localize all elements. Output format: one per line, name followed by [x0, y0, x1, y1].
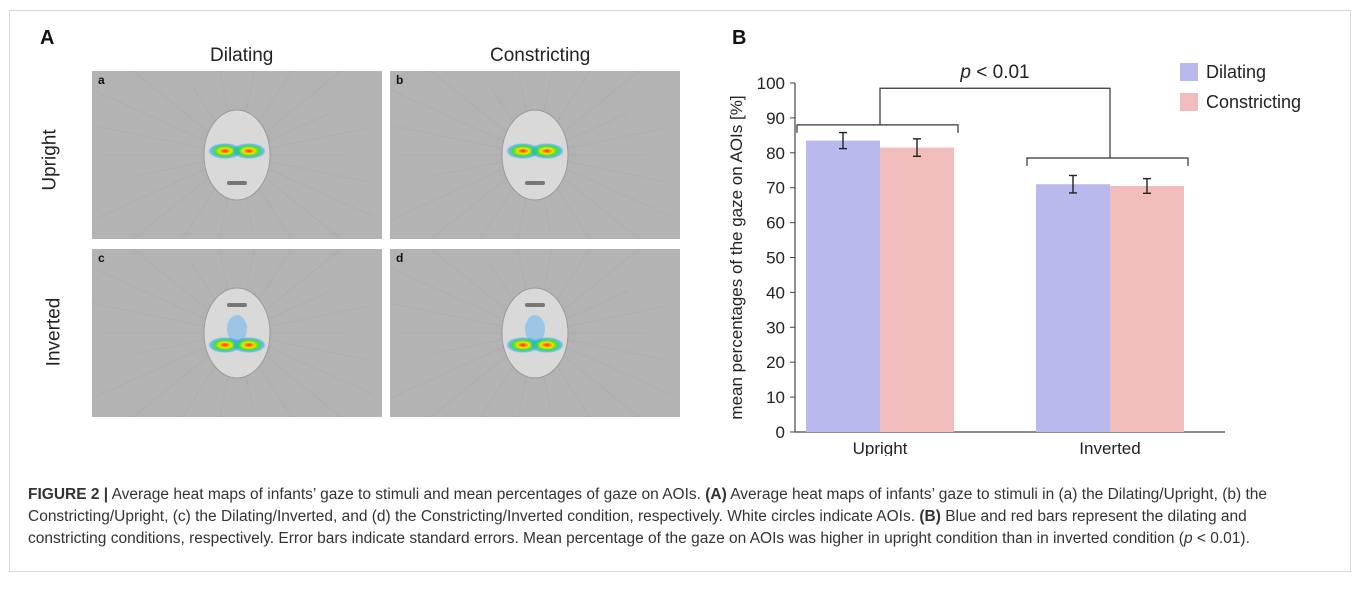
legend-label-constricting: Constricting	[1206, 92, 1301, 112]
heatmap-graphic	[390, 249, 670, 417]
heatmap-panel-d: d	[390, 249, 680, 417]
heat-blob-nose	[525, 315, 545, 343]
y-tick-label: 60	[766, 214, 785, 233]
figure: A Dilating Constricting Upright Inverted…	[9, 10, 1351, 572]
caption-a-label: (A)	[705, 486, 727, 503]
figure-caption: FIGURE 2 | Average heat maps of infants’…	[28, 484, 1328, 550]
p-symbol: p	[959, 62, 971, 83]
bar-dilating-inverted	[1036, 184, 1110, 432]
panel-sub-letter-a: a	[98, 73, 105, 87]
heatmap-panel-c: c	[92, 249, 382, 417]
heat-blob-right	[530, 143, 564, 159]
y-tick-label: 80	[766, 144, 785, 163]
row-label-inverted: Inverted	[43, 297, 65, 367]
heat-blob-left	[208, 143, 242, 159]
mouth	[227, 181, 247, 185]
y-tick-label: 70	[766, 179, 785, 198]
bar-chart: 0 10 20 30 40 50 60 70 80 90 100 mean percentages o…	[730, 62, 1301, 456]
y-tick-label: 20	[766, 353, 785, 372]
legend-swatch-dilating	[1180, 63, 1198, 81]
x-tick-label-upright: Upright	[853, 439, 908, 456]
bar-dilating-upright	[806, 140, 880, 432]
caption-label: FIGURE 2 |	[28, 486, 109, 503]
legend-label-dilating: Dilating	[1206, 62, 1266, 82]
bracket-upright	[796, 124, 959, 133]
column-label-dilating: Dilating	[210, 45, 274, 66]
heat-blob-left	[506, 143, 540, 159]
heatmap-panel-b: b	[390, 71, 680, 239]
mouth	[525, 303, 545, 307]
panel-sub-letter-b: b	[396, 73, 404, 87]
p-value-annotation: p < 0.01	[959, 62, 1029, 83]
column-label-constricting: Constricting	[490, 45, 591, 66]
y-tick-label: 50	[766, 249, 785, 268]
y-tick-label: 40	[766, 283, 785, 302]
panel-a-letter: A	[40, 27, 55, 49]
caption-p-symbol: p	[1183, 530, 1193, 547]
p-value-text: < 0.01	[971, 62, 1030, 83]
heatmap-graphic	[390, 71, 670, 239]
caption-b-label: (B)	[919, 508, 941, 525]
heat-blob-left	[506, 337, 540, 353]
mouth	[525, 181, 545, 185]
face-stimulus	[501, 287, 569, 379]
heatmap-graphic	[92, 249, 372, 417]
heat-blob-right	[530, 337, 564, 353]
heat-blob-left	[208, 337, 242, 353]
bracket-inverted	[1026, 157, 1189, 167]
bar-constricting-upright	[880, 147, 954, 432]
heat-blob-nose	[227, 315, 247, 343]
legend-swatch-constricting	[1180, 93, 1198, 111]
y-tick-label: 30	[766, 318, 785, 337]
y-tick-label: 90	[766, 109, 785, 128]
caption-b-text: Blue and red bars represent the dilating…	[28, 508, 1247, 547]
y-tick-label: 100	[757, 74, 785, 93]
row-label-upright: Upright	[39, 129, 61, 191]
bar-constricting-inverted	[1110, 185, 1184, 432]
heatmap-graphic	[92, 71, 372, 239]
bracket-comparison	[879, 87, 1111, 159]
heat-blob-right	[232, 143, 266, 159]
panel-sub-letter-c: c	[98, 251, 105, 265]
y-axis-label: mean percentages of the gaze on AOIs [%]	[730, 95, 746, 419]
caption-intro: Average heat maps of infants’ gaze to st…	[108, 486, 706, 503]
caption-p-rest: < 0.01).	[1192, 530, 1250, 547]
x-tick-label-inverted: Inverted	[1079, 439, 1140, 456]
caption-a-text: Average heat maps of infants’ gaze to st…	[28, 486, 1267, 525]
panel-b-letter: B	[732, 27, 747, 49]
heat-blob-right	[232, 337, 266, 353]
face-stimulus	[203, 287, 271, 379]
y-tick-label: 10	[766, 388, 785, 407]
mouth	[227, 303, 247, 307]
y-tick-label: 0	[776, 423, 785, 442]
panel-sub-letter-d: d	[396, 251, 404, 265]
heatmap-panel-a: a	[92, 71, 382, 239]
